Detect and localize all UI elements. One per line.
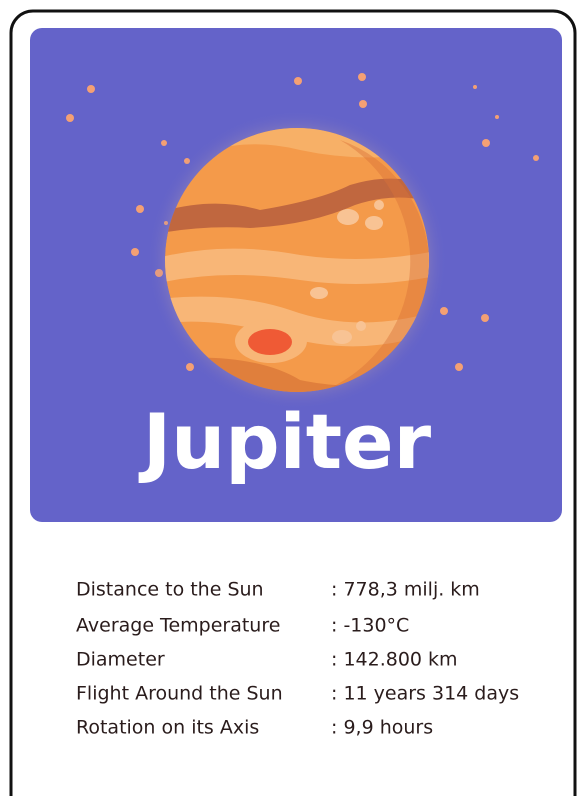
fact-label: Diameter (76, 649, 165, 671)
fact-value: : 778,3 milj. km (331, 579, 480, 601)
planet-card: Jupiter Distance to the Sun : 778,3 milj.… (0, 0, 578, 796)
fact-label: Distance to the Sun (76, 579, 264, 601)
fact-value: : 142.800 km (331, 649, 458, 671)
fact-value: : 9,9 hours (331, 717, 433, 739)
fact-label: Flight Around the Sun (76, 683, 283, 705)
fact-value: : 11 years 314 days (331, 683, 519, 705)
fact-label: Average Temperature (76, 615, 280, 637)
planet-title: Jupiter (138, 397, 432, 486)
fact-label: Rotation on its Axis (76, 717, 259, 739)
fact-value: : -130°C (331, 615, 409, 637)
